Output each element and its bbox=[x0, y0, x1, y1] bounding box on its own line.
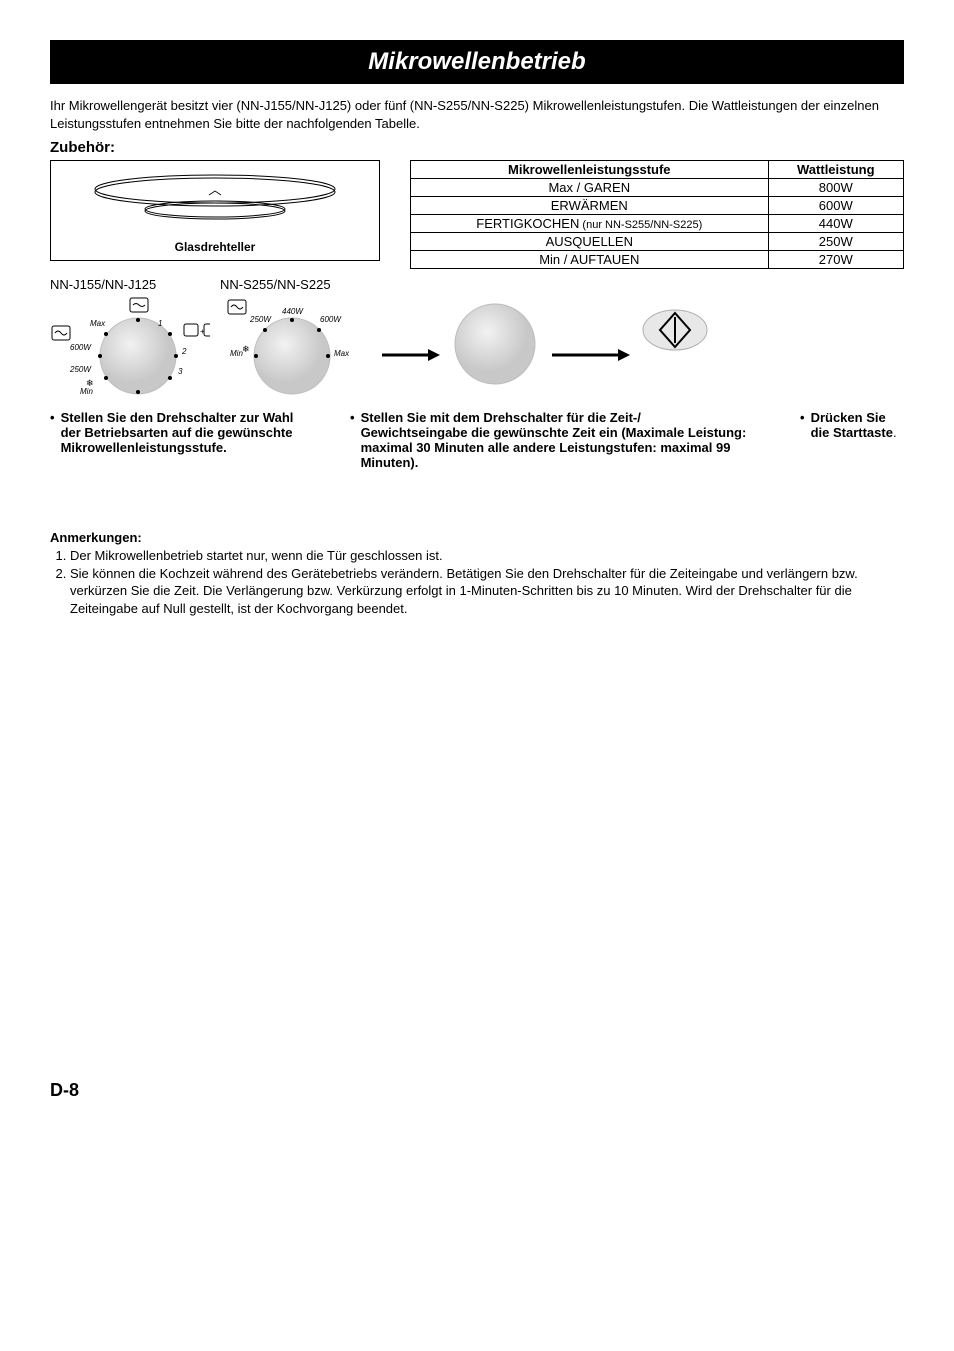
table-row: Min / AUFTAUEN 270W bbox=[411, 251, 904, 269]
table-row: AUSQUELLEN 250W bbox=[411, 233, 904, 251]
arrow-icon bbox=[550, 312, 630, 370]
model-b-label: NN-S255/NN-S225 bbox=[220, 277, 370, 292]
dial-model-a: NN-J155/NN-J125 + bbox=[50, 277, 210, 404]
svg-text:250W: 250W bbox=[249, 315, 272, 324]
svg-text:250W: 250W bbox=[69, 365, 92, 374]
start-button-graphic bbox=[640, 305, 710, 360]
svg-text:Max: Max bbox=[334, 349, 350, 358]
intro-text: Ihr Mikrowellengerät besitzt vier (NN-J1… bbox=[50, 97, 904, 133]
dial-model-b: NN-S255/NN-S225 250W 440W 600W bbox=[220, 277, 370, 404]
step-1: • Stellen Sie den Drehschalter zur Wahl … bbox=[50, 410, 310, 470]
power-table: Mikrowellenleistungsstufe Wattleistung M… bbox=[410, 160, 904, 269]
svg-text:600W: 600W bbox=[320, 315, 342, 324]
table-header-level: Mikrowellenleistungsstufe bbox=[411, 161, 769, 179]
table-row: FERTIGKOCHEN (nur NN-S255/NN-S225) 440W bbox=[411, 215, 904, 233]
table-row: Max / GAREN 800W bbox=[411, 179, 904, 197]
page-title: Mikrowellenbetrieb bbox=[50, 40, 904, 84]
arrow-icon bbox=[380, 312, 440, 370]
timer-dial-icon bbox=[450, 299, 540, 389]
svg-text:2: 2 bbox=[181, 347, 187, 356]
svg-text:Min: Min bbox=[80, 387, 93, 396]
note-item: Sie können die Kochzeit während des Gerä… bbox=[70, 565, 904, 618]
step-2: • Stellen Sie mit dem Drehschalter für d… bbox=[350, 410, 750, 470]
steps-row: • Stellen Sie den Drehschalter zur Wahl … bbox=[50, 410, 904, 470]
accessory-box: Glasdrehteller bbox=[50, 160, 380, 261]
step-3: • Drücken Sie die Starttaste. bbox=[800, 410, 904, 470]
svg-text:440W: 440W bbox=[282, 307, 304, 316]
page-number: D-8 bbox=[50, 1080, 79, 1101]
notes-section: Anmerkungen: Der Mikrowellenbetrieb star… bbox=[50, 530, 904, 617]
svg-text:600W: 600W bbox=[70, 343, 92, 352]
note-item: Der Mikrowellenbetrieb startet nur, wenn… bbox=[70, 547, 904, 565]
timer-dial bbox=[450, 299, 540, 394]
model-a-label: NN-J155/NN-J125 bbox=[50, 277, 210, 292]
svg-text:❄: ❄ bbox=[242, 344, 250, 354]
svg-text:1: 1 bbox=[158, 319, 162, 328]
dial-a-icon: + Max bbox=[50, 294, 210, 404]
table-header-watt: Wattleistung bbox=[768, 161, 903, 179]
notes-title: Anmerkungen: bbox=[50, 530, 904, 545]
accessory-label: Glasdrehteller bbox=[59, 240, 371, 254]
turntable-icon bbox=[85, 171, 345, 227]
start-button-icon bbox=[640, 305, 710, 355]
table-row: ERWÄRMEN 600W bbox=[411, 197, 904, 215]
svg-text:❄: ❄ bbox=[86, 378, 94, 388]
accessory-heading: Zubehör: bbox=[50, 139, 904, 156]
dial-b-icon: 250W 440W 600W Min ❄ Max bbox=[220, 294, 370, 404]
svg-text:Max: Max bbox=[90, 319, 106, 328]
svg-text:3: 3 bbox=[178, 367, 183, 376]
